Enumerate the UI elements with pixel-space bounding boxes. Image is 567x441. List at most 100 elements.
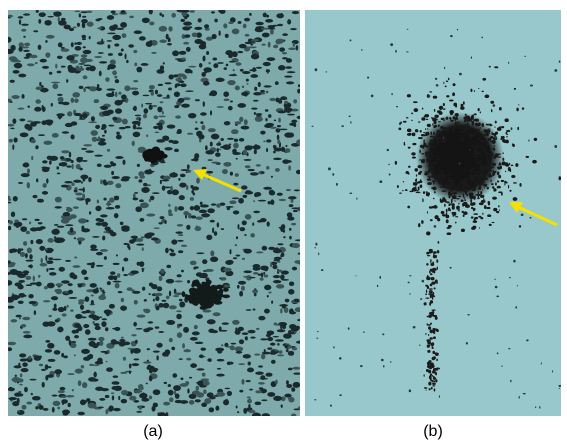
speckle [478, 147, 484, 153]
speckle [65, 336, 70, 341]
speckle [54, 236, 57, 238]
speckle [432, 342, 435, 346]
speckle [418, 223, 420, 227]
speckle [219, 149, 222, 151]
speckle [227, 80, 235, 85]
speckle [516, 108, 518, 112]
speckle [239, 117, 243, 122]
speckle [18, 410, 21, 412]
speckle [472, 202, 475, 205]
speckle [422, 145, 424, 149]
speckle [121, 337, 124, 339]
speckle [243, 276, 250, 278]
speckle [18, 74, 26, 78]
speckle [42, 166, 48, 169]
speckle [492, 197, 497, 200]
speckle [119, 339, 125, 342]
speckle [158, 84, 163, 86]
speckle [17, 108, 24, 110]
speckle [446, 209, 448, 213]
speckle [434, 125, 438, 127]
speckle [466, 159, 474, 164]
speckle [316, 338, 318, 339]
speckle [291, 120, 297, 123]
speckle [216, 203, 221, 207]
speckle [482, 134, 483, 137]
speckle [65, 224, 73, 226]
speckle [463, 116, 467, 120]
speckle [197, 368, 205, 370]
speckle [425, 128, 426, 130]
speckle [465, 138, 471, 145]
speckle [418, 137, 423, 139]
speckle [245, 34, 250, 37]
speckle [102, 318, 107, 320]
speckle [157, 94, 163, 97]
speckle [477, 191, 479, 193]
speckle [379, 276, 381, 279]
speckle [210, 142, 213, 147]
speckle [492, 170, 494, 173]
speckle [244, 159, 252, 161]
speckle [181, 169, 189, 171]
speckle [71, 134, 75, 139]
speckle [428, 142, 432, 146]
speckle [235, 173, 239, 177]
speckle [265, 118, 267, 121]
speckle [132, 141, 135, 147]
speckle [454, 200, 455, 201]
speckle [149, 395, 152, 399]
speckle [195, 399, 201, 402]
speckle [435, 78, 437, 80]
speckle [450, 35, 453, 37]
speckle [141, 103, 143, 107]
speckle [134, 358, 140, 360]
speckle [232, 51, 238, 57]
speckle [184, 17, 187, 19]
speckle [179, 302, 185, 308]
speckle [167, 125, 176, 129]
speckle [64, 25, 71, 30]
speckle [131, 334, 136, 336]
speckle [90, 244, 97, 249]
speckle [261, 399, 267, 401]
speckle [142, 287, 145, 291]
speckle [294, 189, 300, 191]
speckle [142, 392, 144, 395]
speckle [136, 127, 143, 129]
speckle [10, 128, 14, 130]
speckle [256, 164, 261, 166]
speckle [438, 124, 440, 126]
speckle [56, 166, 59, 169]
speckle [94, 323, 100, 326]
speckle [246, 309, 252, 311]
speckle [450, 126, 451, 127]
speckle [431, 167, 434, 169]
speckle [427, 341, 431, 344]
speckle [296, 341, 304, 344]
speckle [243, 270, 252, 273]
speckle [332, 173, 334, 176]
speckle [195, 217, 202, 220]
speckle [236, 351, 243, 354]
speckle [132, 197, 138, 200]
speckle [426, 231, 430, 235]
speckle [489, 66, 492, 68]
speckle [200, 121, 203, 124]
speckle [268, 292, 271, 294]
speckle [461, 229, 465, 232]
speckle [202, 259, 207, 264]
speckle [431, 277, 435, 280]
speckle [65, 260, 71, 262]
speckle [187, 388, 189, 393]
speckle [114, 100, 122, 106]
speckle [279, 199, 286, 201]
speckle [294, 260, 302, 264]
speckle [414, 182, 418, 186]
speckle [92, 137, 98, 142]
speckle [151, 284, 157, 289]
speckle [494, 279, 495, 280]
speckle [116, 28, 124, 30]
speckle [379, 180, 382, 183]
speckle [222, 169, 228, 174]
